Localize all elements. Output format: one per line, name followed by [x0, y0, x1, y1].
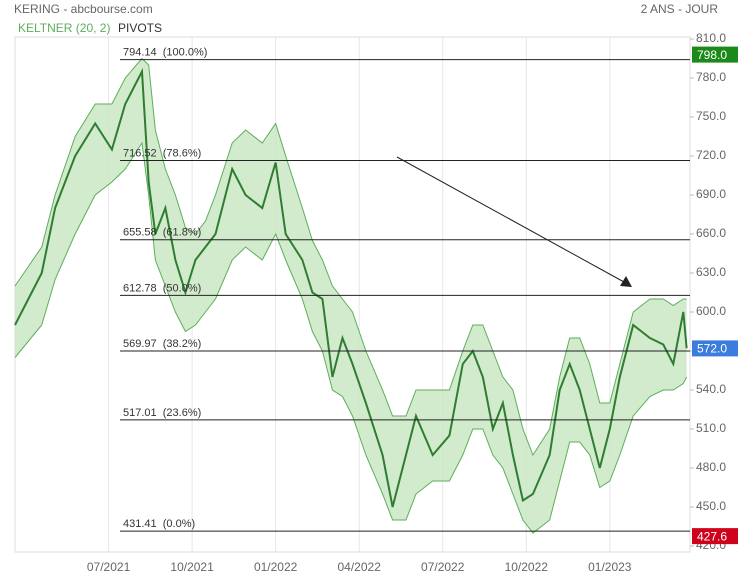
- y-tick-label: 660.0: [696, 226, 726, 240]
- keltner-line: [14, 141, 688, 534]
- x-tick-label: 10/2022: [505, 560, 549, 574]
- y-tick-label: 600.0: [696, 304, 726, 318]
- x-tick-label: 01/2022: [254, 560, 298, 574]
- arrow-head: [620, 276, 632, 287]
- fib-label: 794.14 (100.0%): [123, 47, 207, 59]
- trend-arrow: [396, 156, 625, 283]
- y-tick-label: 810.0: [696, 31, 726, 45]
- y-tick-label: 480.0: [696, 460, 726, 474]
- y-tick-label: 780.0: [696, 70, 726, 84]
- x-tick-label: 10/2021: [170, 560, 214, 574]
- keltner-line: [14, 57, 687, 457]
- fib-label: 517.01 (23.6%): [123, 407, 201, 419]
- price-marker: [692, 340, 738, 357]
- y-tick-label: 450.0: [696, 499, 726, 513]
- fib-label: 431.41 (0.0%): [123, 518, 195, 530]
- legend-label: KELTNER (20, 2): [18, 21, 110, 35]
- fib-label: 655.58 (61.8%): [123, 227, 201, 239]
- y-tick-label: 690.0: [696, 187, 726, 201]
- y-tick-label: 540.0: [696, 382, 726, 396]
- price-marker-label: 427.6: [697, 529, 727, 543]
- y-tick-label: 720.0: [696, 148, 726, 162]
- y-tick-label: 750.0: [696, 109, 726, 123]
- indicator-label: PIVOTS: [118, 21, 162, 35]
- fib-label: 716.52 (78.6%): [123, 147, 201, 159]
- period: 2 ANS - JOUR: [641, 2, 719, 16]
- price-marker: [692, 528, 738, 545]
- y-tick-label: 630.0: [696, 265, 726, 279]
- price-line: [14, 67, 688, 508]
- price-marker-label: 572.0: [697, 342, 727, 356]
- y-tick-label: 510.0: [696, 421, 726, 435]
- fib-label: 612.78 (50.0%): [123, 282, 201, 294]
- price-marker: [692, 46, 738, 63]
- x-tick-label: 07/2022: [421, 560, 465, 574]
- fib-label: 569.97 (38.2%): [123, 338, 201, 350]
- chart-title: KERING - abcbourse.com: [14, 2, 153, 16]
- x-tick-label: 07/2021: [87, 560, 131, 574]
- x-tick-label: 04/2022: [337, 560, 381, 574]
- price-marker-label: 798.0: [697, 48, 727, 62]
- x-tick-label: 01/2023: [588, 560, 632, 574]
